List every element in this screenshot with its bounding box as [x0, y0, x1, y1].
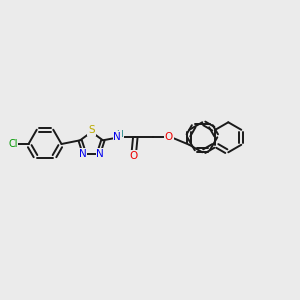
Text: N: N [79, 149, 86, 159]
Text: H: H [116, 130, 123, 139]
Text: N: N [113, 132, 121, 142]
Text: Cl: Cl [8, 139, 18, 149]
Text: O: O [164, 132, 173, 142]
Text: S: S [88, 125, 95, 135]
Text: N: N [97, 149, 104, 159]
Text: O: O [130, 151, 138, 161]
